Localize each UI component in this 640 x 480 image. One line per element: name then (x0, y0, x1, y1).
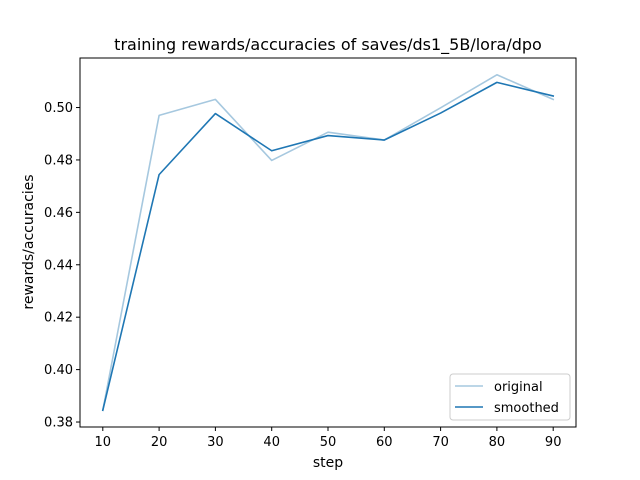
x-tick-label: 70 (432, 435, 449, 450)
series-line-smoothed (101, 81, 555, 412)
series-line-original (101, 73, 555, 412)
y-tick-label: 0.42 (44, 311, 73, 326)
x-tick-label: 10 (95, 435, 112, 450)
x-tick-label: 90 (545, 435, 562, 450)
x-tick-label: 40 (263, 435, 280, 450)
x-tick-label: 50 (320, 435, 337, 450)
x-axis-label: step (313, 455, 343, 471)
legend-label-smoothed: smoothed (494, 401, 559, 416)
y-tick-label: 0.48 (44, 153, 73, 168)
chart-title: training rewards/accuracies of saves/ds1… (114, 35, 542, 55)
y-tick-label: 0.46 (44, 206, 73, 221)
y-tick-label: 0.40 (44, 363, 73, 378)
x-tick-label: 60 (376, 435, 393, 450)
x-tick-label: 30 (207, 435, 224, 450)
y-tick-label: 0.44 (44, 258, 73, 273)
series-lines (101, 73, 555, 412)
x-axis-ticks: 10 20 30 40 50 60 70 80 90 (95, 427, 562, 450)
legend: original smoothed (449, 373, 571, 421)
y-tick-label: 0.38 (44, 416, 73, 431)
y-tick-label: 0.50 (44, 101, 73, 116)
x-tick-label: 20 (151, 435, 168, 450)
x-tick-label: 80 (489, 435, 506, 450)
y-axis-label: rewards/accuracies (21, 174, 37, 309)
y-axis-ticks: 0.38 0.40 0.42 0.44 0.46 0.48 0.50 (44, 101, 80, 431)
legend-label-original: original (494, 380, 543, 395)
